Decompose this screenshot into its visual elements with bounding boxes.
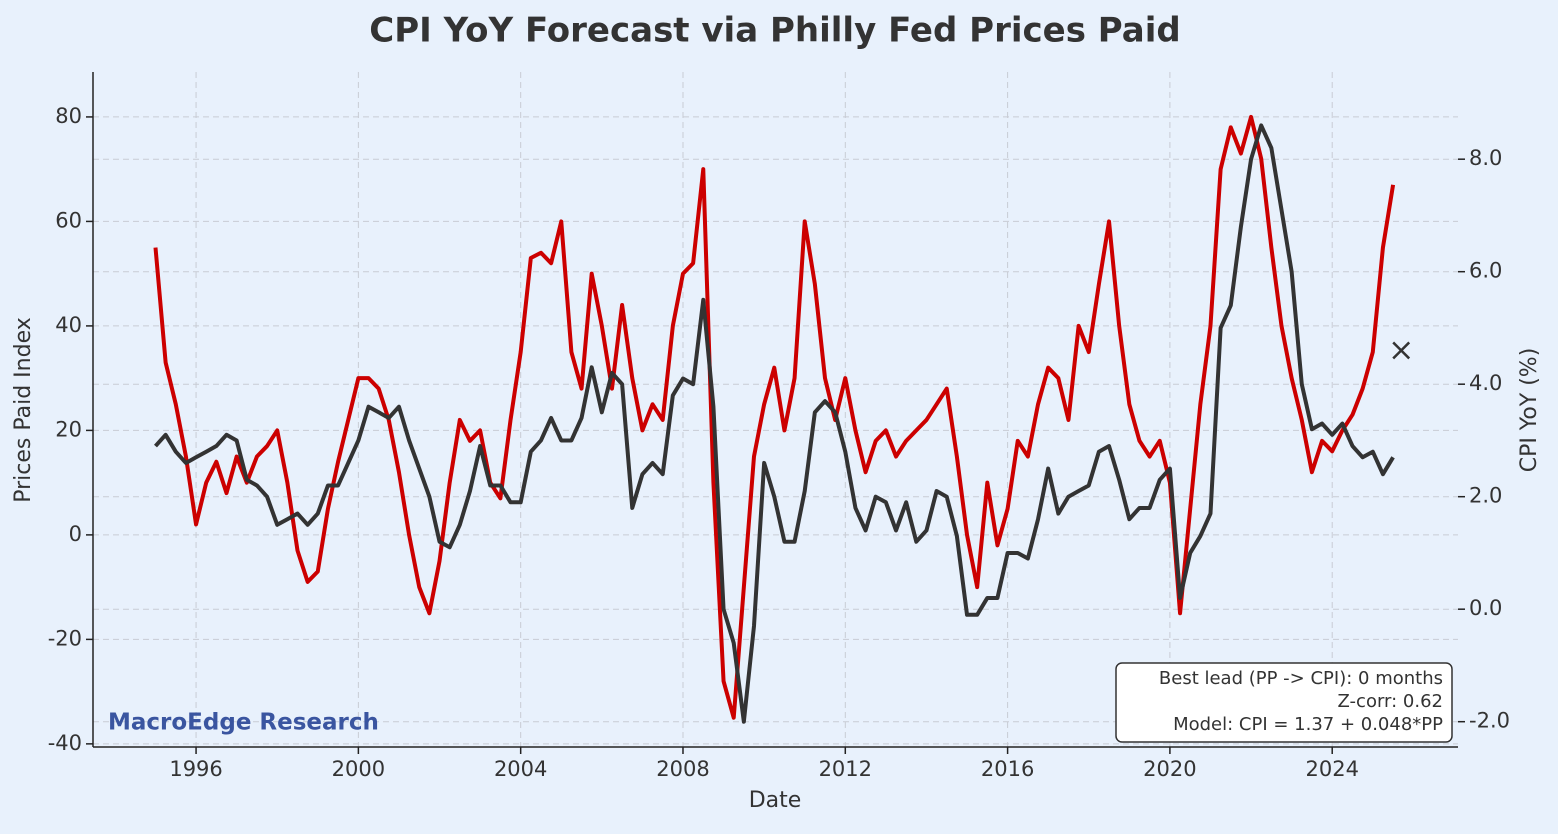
annotation-line: Z-corr: 0.62 xyxy=(1338,691,1443,712)
y2-tick-label: 8.0 xyxy=(1469,146,1502,170)
annotation-line: Model: CPI = 1.37 + 0.048*PP xyxy=(1173,714,1443,735)
x-tick-label: 1996 xyxy=(169,757,222,781)
y2-tick-label: -2.0 xyxy=(1469,709,1510,733)
y-tick-label: 20 xyxy=(55,417,82,441)
y-tick-label: -20 xyxy=(48,626,82,650)
watermark: MacroEdge Research xyxy=(108,710,379,736)
annotation-box xyxy=(1115,662,1453,743)
y2-tick-label: 0.0 xyxy=(1469,596,1502,620)
x-tick-label: 2016 xyxy=(981,757,1034,781)
x-tick-label: 2012 xyxy=(819,757,872,781)
y2-tick-label: 4.0 xyxy=(1469,371,1502,395)
x-tick-label: 2008 xyxy=(656,757,709,781)
y2-tick-label: 6.0 xyxy=(1469,259,1502,283)
forecast-marker xyxy=(1392,341,1411,360)
x-tick-label: 2020 xyxy=(1143,757,1196,781)
y-tick-label: 40 xyxy=(55,313,82,337)
x-axis-label: Date xyxy=(749,788,802,813)
series-line xyxy=(154,123,1395,724)
y-tick-label: 60 xyxy=(55,208,82,232)
annotation-line: Best lead (PP -> CPI): 0 months xyxy=(1159,668,1443,689)
y-tick-label: 0 xyxy=(69,522,82,546)
plot-area xyxy=(153,114,1411,724)
y2-tick-label: 2.0 xyxy=(1469,484,1502,508)
y-tick-label: 80 xyxy=(55,104,82,128)
series-line xyxy=(153,114,1396,720)
chart-title: CPI YoY Forecast via Philly Fed Prices P… xyxy=(369,11,1180,51)
y2-axis-label: CPI YoY (%) xyxy=(1517,348,1542,473)
y-tick-label: -40 xyxy=(48,731,82,755)
x-tick-label: 2004 xyxy=(494,757,547,781)
x-tick-label: 2024 xyxy=(1305,757,1358,781)
x-tick-label: 2000 xyxy=(332,757,385,781)
y-axis-label: Prices Paid Index xyxy=(11,317,36,503)
